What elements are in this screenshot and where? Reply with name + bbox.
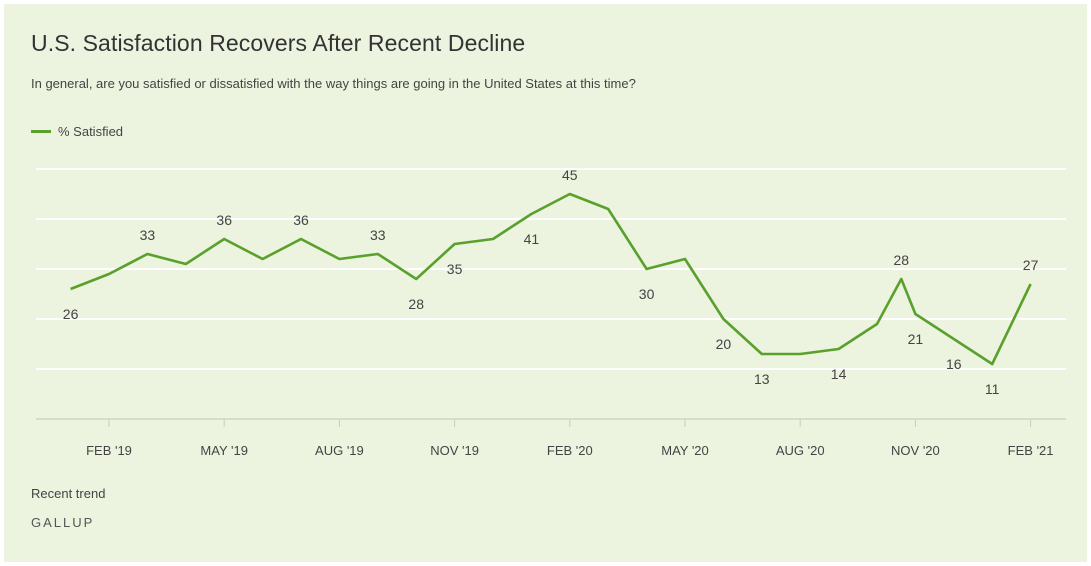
data-label: 13 [754,371,770,387]
data-label: 27 [1023,257,1039,273]
data-label: 16 [946,356,962,372]
x-tick-label: FEB '19 [86,443,132,458]
chart-card [4,4,1087,562]
chart-title: U.S. Satisfaction Recovers After Recent … [31,30,526,56]
x-tick-label: FEB '20 [547,443,593,458]
x-tick-label: NOV '19 [430,443,479,458]
data-label: 33 [370,227,386,243]
data-label: 45 [562,167,578,183]
data-label: 14 [831,366,847,382]
data-label: 11 [985,381,1000,397]
data-labels: 26 33 36 36 33 28 35 41 45 30 20 13 14 28 21 16 11 27 [63,167,1039,397]
data-label: 41 [524,231,540,247]
data-label: 36 [293,212,309,228]
gallup-logo: GALLUP [31,515,95,530]
x-tick-label: AUG '19 [315,443,364,458]
data-label: 30 [639,286,655,302]
gridlines [36,168,1066,420]
legend: % Satisfied [31,124,123,139]
data-label: 20 [716,336,732,352]
data-label: 21 [908,331,924,347]
data-label: 35 [447,261,463,277]
x-tick-label: NOV '20 [891,443,940,458]
x-tick-label: FEB '21 [1008,443,1054,458]
chart-subtitle: In general, are you satisfied or dissati… [31,76,636,91]
data-label: 28 [894,252,910,268]
legend-swatch [31,130,51,133]
data-label: 36 [216,212,232,228]
data-label: 33 [140,227,156,243]
recent-trend-label: Recent trend [31,486,106,501]
data-label: 28 [408,296,424,312]
series-satisfied [70,192,1032,366]
x-tick-label: MAY '20 [661,443,709,458]
x-tick-label: AUG '20 [776,443,825,458]
x-axis: FEB '19 MAY '19 AUG '19 NOV '19 FEB '20 MAY '… [86,419,1054,458]
data-label: 26 [63,306,79,322]
x-tick-label: MAY '19 [200,443,248,458]
series-line [70,192,1032,366]
legend-label: % Satisfied [58,124,124,139]
